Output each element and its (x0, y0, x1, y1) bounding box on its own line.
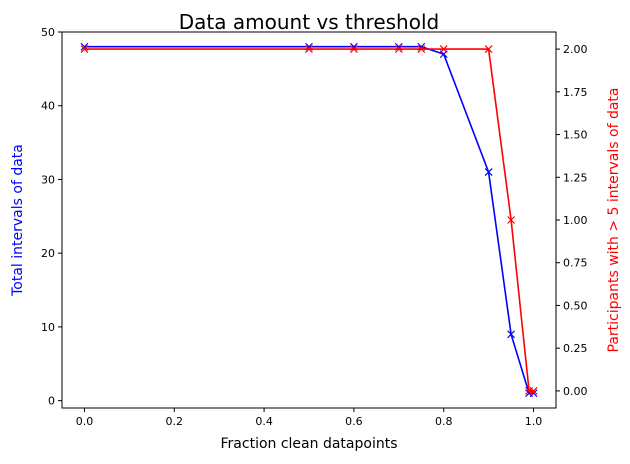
right-y-tick-label: 0.00 (563, 385, 588, 398)
left-y-tick-label: 10 (41, 321, 55, 334)
right-y-tick-label: 1.00 (563, 214, 588, 227)
x-tick-label: 0.4 (255, 415, 273, 428)
plot-frame (61, 31, 557, 409)
series-1-point (507, 330, 516, 339)
series-2-point (507, 216, 516, 224)
series-layer (80, 42, 538, 398)
left-y-tick-label: 20 (41, 247, 55, 260)
right-y-tick-label: 2.00 (563, 43, 588, 56)
right-y-tick-label: 1.75 (563, 86, 588, 99)
x-tick-label: 0.0 (76, 415, 94, 428)
series-2-point (529, 386, 538, 395)
series-2-point (349, 45, 358, 54)
series-1-point (484, 168, 493, 177)
right-y-axis-ticks: 0.00 0.25 0.50 0.75 1.00 1.25 1.50 1.75 2.00 (556, 43, 588, 398)
series-2-point (417, 45, 426, 54)
x-axis-label: Fraction clean datapoints (221, 436, 398, 452)
left-y-tick-label: 50 (41, 26, 55, 39)
series-2-point (305, 45, 313, 54)
right-y-tick-label: 0.75 (563, 257, 588, 270)
left-y-tick-label: 40 (41, 100, 55, 113)
chart-title: Data amount vs threshold (179, 10, 439, 34)
series-2-point (80, 45, 89, 54)
series-1-line (84, 45, 534, 395)
x-tick-label: 0.2 (166, 415, 184, 428)
left-y-axis-label: Total intervals of data (10, 144, 26, 297)
series-2-line (84, 48, 534, 392)
right-y-tick-label: 1.25 (563, 171, 588, 184)
left-y-tick-label: 0 (48, 395, 55, 408)
x-axis-ticks: 0.0 0.2 0.4 0.6 0.8 1.0 (76, 408, 543, 428)
x-tick-label: 0.6 (345, 415, 363, 428)
x-tick-label: 0.8 (435, 415, 453, 428)
left-y-tick-label: 30 (41, 173, 55, 186)
series-2-point (439, 45, 448, 54)
x-tick-label: 1.0 (525, 415, 543, 428)
right-y-axis-label: Participants with > 5 intervals of data (606, 88, 622, 353)
series-2-point (394, 45, 403, 54)
right-y-tick-label: 0.50 (563, 299, 588, 312)
right-y-tick-label: 1.50 (563, 129, 588, 142)
left-y-axis-ticks: 0 10 20 30 40 50 (41, 26, 62, 408)
right-y-tick-label: 0.25 (563, 342, 588, 355)
series-2-point (484, 45, 493, 54)
